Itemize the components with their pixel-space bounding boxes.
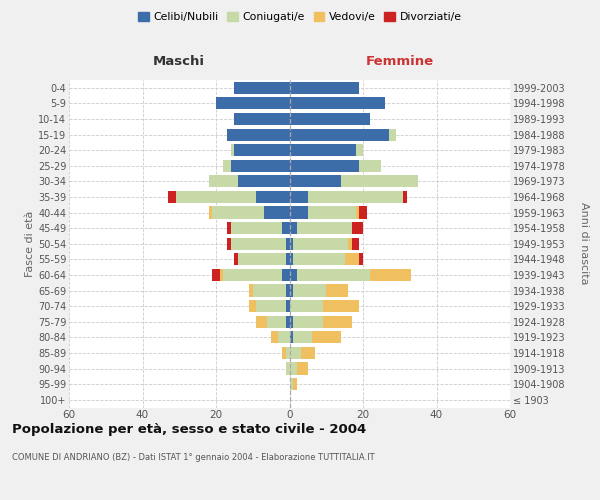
Bar <box>212 206 264 218</box>
Bar <box>359 254 363 266</box>
Bar <box>286 300 290 312</box>
Bar <box>293 254 344 266</box>
Bar <box>348 238 352 250</box>
Bar <box>297 269 370 281</box>
Bar <box>326 284 348 296</box>
Bar <box>297 362 308 374</box>
Bar <box>209 206 212 218</box>
Bar <box>293 238 348 250</box>
Y-axis label: Anni di nascita: Anni di nascita <box>580 202 589 285</box>
Bar <box>256 300 286 312</box>
Bar <box>323 316 352 328</box>
Bar <box>282 269 290 281</box>
Bar <box>238 254 286 266</box>
Bar <box>223 160 230 172</box>
Bar <box>297 222 352 234</box>
Bar <box>235 144 290 156</box>
Bar <box>293 284 326 296</box>
Bar <box>212 269 220 281</box>
Bar <box>352 238 359 250</box>
Bar <box>256 191 290 203</box>
Bar <box>290 191 308 203</box>
Bar <box>290 98 385 110</box>
Bar <box>290 128 389 140</box>
Bar <box>293 316 323 328</box>
Bar <box>286 316 290 328</box>
Bar <box>370 269 411 281</box>
Bar <box>286 284 290 296</box>
Text: Popolazione per età, sesso e stato civile - 2004: Popolazione per età, sesso e stato civil… <box>12 422 366 436</box>
Bar <box>290 144 356 156</box>
Bar <box>282 347 286 359</box>
Bar <box>290 316 293 328</box>
Legend: Celibi/Nubili, Coniugati/e, Vedovi/e, Divorziati/e: Celibi/Nubili, Coniugati/e, Vedovi/e, Di… <box>134 8 466 26</box>
Text: COMUNE DI ANDRIANO (BZ) - Dati ISTAT 1° gennaio 2004 - Elaborazione TUTTITALIA.I: COMUNE DI ANDRIANO (BZ) - Dati ISTAT 1° … <box>12 452 374 462</box>
Bar <box>235 113 290 125</box>
Bar <box>227 222 230 234</box>
Bar <box>216 98 290 110</box>
Bar <box>286 347 290 359</box>
Bar <box>290 222 297 234</box>
Bar <box>344 254 359 266</box>
Bar <box>176 191 256 203</box>
Bar <box>227 128 290 140</box>
Bar <box>209 176 238 188</box>
Y-axis label: Fasce di età: Fasce di età <box>25 210 35 277</box>
Bar <box>230 160 290 172</box>
Bar <box>356 206 359 218</box>
Bar <box>235 82 290 94</box>
Bar <box>286 238 290 250</box>
Bar <box>356 144 363 156</box>
Bar <box>293 331 311 344</box>
Bar <box>238 176 290 188</box>
Bar <box>290 176 341 188</box>
Bar <box>227 238 230 250</box>
Bar <box>268 316 286 328</box>
Bar <box>286 254 290 266</box>
Bar <box>403 191 407 203</box>
Bar <box>290 160 359 172</box>
Bar <box>264 206 290 218</box>
Bar <box>223 269 282 281</box>
Bar <box>168 191 176 203</box>
Bar <box>253 284 286 296</box>
Bar <box>341 176 418 188</box>
Bar <box>286 362 290 374</box>
Bar <box>230 222 282 234</box>
Bar <box>249 284 253 296</box>
Bar <box>323 300 359 312</box>
Bar <box>290 269 297 281</box>
Bar <box>282 222 290 234</box>
Bar <box>290 113 370 125</box>
Bar <box>290 238 293 250</box>
Bar <box>235 254 238 266</box>
Bar <box>359 160 382 172</box>
Bar <box>301 347 315 359</box>
Bar <box>359 206 367 218</box>
Bar <box>256 316 268 328</box>
Bar <box>290 82 359 94</box>
Bar <box>249 300 256 312</box>
Bar <box>278 331 290 344</box>
Bar <box>389 128 396 140</box>
Bar <box>311 331 341 344</box>
Bar <box>230 238 286 250</box>
Bar <box>290 206 308 218</box>
Bar <box>293 378 297 390</box>
Text: Maschi: Maschi <box>153 54 205 68</box>
Bar <box>290 331 293 344</box>
Bar <box>290 300 323 312</box>
Bar <box>290 347 301 359</box>
Bar <box>290 378 293 390</box>
Bar <box>290 254 293 266</box>
Bar <box>290 284 293 296</box>
Bar <box>352 222 363 234</box>
Bar <box>220 269 223 281</box>
Bar <box>230 144 235 156</box>
Bar <box>308 191 403 203</box>
Bar <box>290 362 297 374</box>
Bar <box>271 331 278 344</box>
Text: Femmine: Femmine <box>365 54 434 68</box>
Bar <box>308 206 356 218</box>
